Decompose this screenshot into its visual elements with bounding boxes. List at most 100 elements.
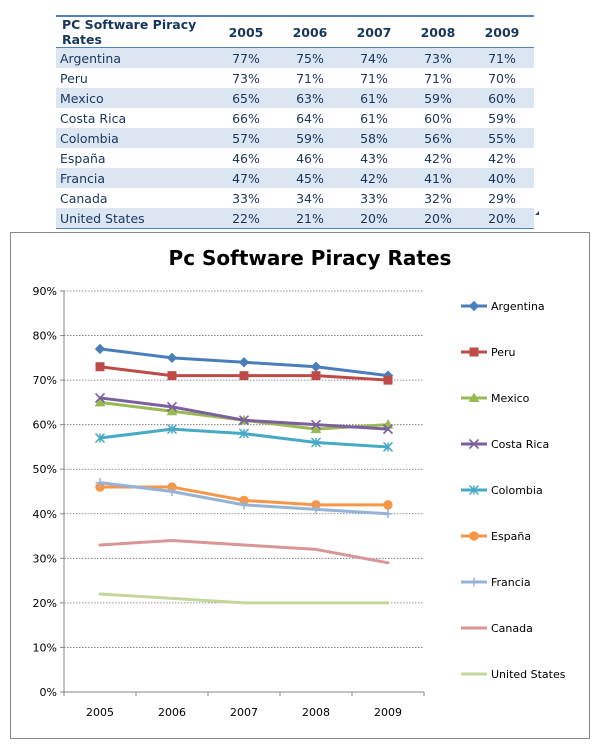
x-marker-stroke bbox=[310, 419, 322, 430]
table-cell-value: 61% bbox=[342, 88, 406, 108]
table-cell-value: 20% bbox=[470, 208, 534, 229]
table-cell-value: 21% bbox=[278, 208, 342, 229]
table-cell-value: 29% bbox=[488, 190, 516, 206]
square-marker bbox=[239, 371, 249, 381]
plus-marker bbox=[239, 500, 249, 510]
table-cell-value: 45% bbox=[278, 168, 342, 188]
legend-item-peru: Peru bbox=[461, 346, 516, 359]
x-marker-stroke bbox=[238, 415, 250, 426]
star-marker bbox=[238, 428, 250, 439]
table-cell-value: 43% bbox=[360, 150, 388, 166]
table-resize-handle[interactable] bbox=[535, 211, 539, 215]
square-marker bbox=[167, 371, 177, 381]
x-marker-stroke bbox=[166, 401, 178, 412]
table-cell-value: 42% bbox=[488, 150, 516, 166]
y-tick-label: 80% bbox=[33, 330, 57, 343]
y-tick-label: 30% bbox=[33, 552, 57, 565]
x-tick-label: 2006 bbox=[158, 706, 186, 719]
table-row: Argentina 77% 75% 74% 73% 71% bbox=[56, 47, 534, 68]
table-row: Costa Rica 66% 64% 61% 60% 59% bbox=[56, 108, 534, 128]
table-cell-value: 61% bbox=[360, 110, 388, 126]
table-header-title: PC Software Piracy Rates bbox=[56, 15, 214, 48]
x-marker bbox=[468, 438, 480, 450]
table-row: Colombia 57% 59% 58% 56% 55% bbox=[56, 128, 534, 148]
chart-area[interactable]: Pc Software Piracy Rates 0% 10% 20% 30% 40% 5… bbox=[10, 232, 590, 739]
y-tick-label: 90% bbox=[33, 285, 57, 298]
table-cell-country: Mexico bbox=[56, 88, 214, 108]
table-cell-country: Francia bbox=[56, 168, 214, 188]
line-chart: Pc Software Piracy Rates 0% 10% 20% 30% 40% 5… bbox=[33, 246, 566, 719]
table-cell-value: 60% bbox=[424, 110, 452, 126]
star-marker bbox=[310, 437, 322, 448]
table-cell-value: 42% bbox=[424, 150, 452, 166]
legend-item-mexico: Mexico bbox=[461, 392, 530, 405]
legend-label: Peru bbox=[491, 346, 516, 359]
table-cell-value: 55% bbox=[470, 128, 534, 148]
table-cell-value: 46% bbox=[232, 150, 260, 166]
square-marker bbox=[311, 371, 321, 381]
table-cell-country: Canada bbox=[60, 190, 108, 206]
table-cell-value: 47% bbox=[214, 168, 278, 188]
series-colombia bbox=[94, 424, 394, 452]
table-cell-value: 34% bbox=[296, 190, 324, 206]
star-marker bbox=[166, 424, 178, 435]
chart-title: Pc Software Piracy Rates bbox=[169, 246, 452, 270]
star-marker bbox=[382, 441, 394, 452]
table-cell-value: 59% bbox=[406, 88, 470, 108]
diamond-marker bbox=[238, 357, 250, 368]
x-marker bbox=[94, 392, 106, 403]
table-cell-value: 46% bbox=[296, 150, 324, 166]
legend-label: España bbox=[491, 530, 531, 543]
plus-marker bbox=[311, 504, 321, 514]
legend-item-francia: Francia bbox=[461, 576, 531, 589]
triangle-marker bbox=[310, 423, 322, 434]
legend-label: Colombia bbox=[491, 484, 543, 497]
x-tick-label: 2009 bbox=[374, 706, 402, 719]
legend-item-united-states: United States bbox=[461, 668, 566, 681]
table-row: España 46% 46% 43% 42% 42% bbox=[56, 148, 534, 168]
x-marker-stroke bbox=[94, 392, 106, 403]
y-tick-label: 10% bbox=[33, 641, 57, 654]
square-marker bbox=[383, 375, 393, 385]
table-cell-value: 73% bbox=[232, 70, 260, 86]
y-tick-label: 50% bbox=[33, 463, 57, 476]
table-cell-country: Argentina bbox=[56, 47, 214, 68]
table-cell-value: 71% bbox=[296, 70, 324, 86]
table-row: Mexico 65% 63% 61% 59% 60% bbox=[56, 88, 534, 108]
table-row: United States 22% 21% 20% 20% 20% bbox=[56, 208, 534, 229]
y-tick-label: 20% bbox=[33, 597, 57, 610]
x-marker bbox=[238, 415, 250, 426]
series-line bbox=[98, 592, 390, 605]
plus-marker bbox=[167, 487, 177, 496]
plus-marker bbox=[469, 577, 479, 587]
table-cell-value: 70% bbox=[488, 70, 516, 86]
table-cell-value: 59% bbox=[488, 110, 516, 126]
legend-item-canada: Canada bbox=[461, 622, 533, 635]
piracy-rates-table: PC Software Piracy Rates 2005 2006 2007 … bbox=[56, 15, 534, 229]
table-cell-value: 40% bbox=[470, 168, 534, 188]
table-cell-value: 63% bbox=[278, 88, 342, 108]
table-cell-value: 66% bbox=[232, 110, 260, 126]
diamond-marker bbox=[468, 300, 480, 312]
table-cell-value: 41% bbox=[406, 168, 470, 188]
table-row: Canada 33% 34% 33% 32% 29% bbox=[56, 188, 534, 208]
star-marker bbox=[94, 433, 106, 444]
x-marker bbox=[382, 424, 394, 435]
table-cell-value: 65% bbox=[214, 88, 278, 108]
table-cell-value: 56% bbox=[406, 128, 470, 148]
x-tick-label: 2005 bbox=[86, 706, 114, 719]
table-cell-country: Costa Rica bbox=[60, 110, 127, 126]
series-line bbox=[98, 539, 390, 565]
table-cell-value: 77% bbox=[214, 47, 278, 68]
legend-label: Francia bbox=[491, 576, 531, 589]
diamond-marker bbox=[94, 343, 106, 355]
series-costa-rica bbox=[94, 392, 394, 435]
table-cell-country: España bbox=[60, 150, 106, 166]
y-tick-label: 0% bbox=[40, 686, 57, 699]
table-cell-value: 71% bbox=[360, 70, 388, 86]
star-marker bbox=[468, 484, 480, 496]
table-cell-value: 42% bbox=[342, 168, 406, 188]
table-cell-value: 32% bbox=[424, 190, 452, 206]
table-header-year: 2006 bbox=[278, 15, 342, 48]
table-cell-value: 20% bbox=[342, 208, 406, 229]
